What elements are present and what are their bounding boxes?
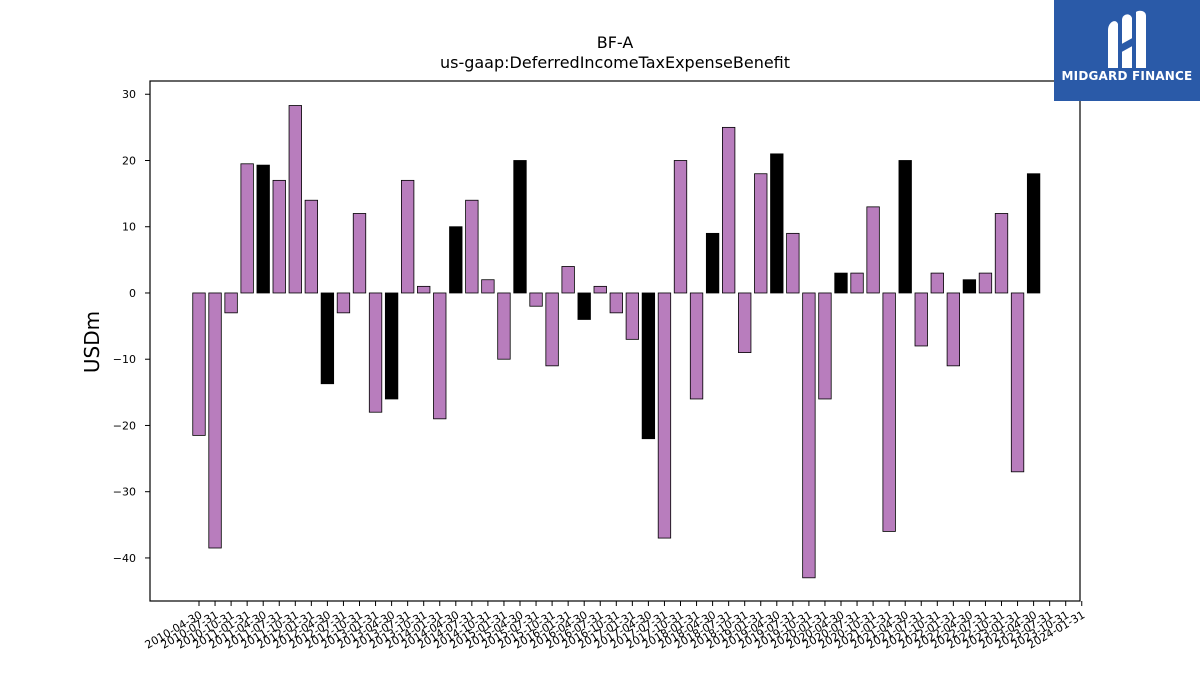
bar-2013-07-31 — [400, 179, 415, 294]
bar-2023-04-30 — [1026, 173, 1041, 294]
plot-frame — [149, 80, 1081, 602]
bar-2016-04-30 — [577, 292, 591, 320]
bars-group — [192, 105, 1041, 579]
logo-mark-icon — [1108, 10, 1146, 68]
bar-2022-01-31 — [946, 292, 960, 367]
bar-2012-10-31 — [352, 213, 367, 294]
bar-2011-01-31 — [240, 163, 254, 294]
bar-2018-01-31 — [689, 292, 704, 400]
bar-2021-10-31 — [930, 272, 944, 294]
bar-2019-10-31 — [802, 292, 816, 579]
bar-2017-01-31 — [625, 292, 639, 340]
logo-text: MIDGARD FINANCE — [1061, 69, 1193, 83]
bar-2022-04-30 — [962, 279, 977, 294]
bar-2019-04-30 — [770, 153, 784, 294]
y-tick-label: 0 — [129, 287, 136, 300]
bar-2014-10-31 — [481, 279, 495, 294]
y-tick-label: 30 — [122, 88, 136, 101]
chart-subtitle: us-gaap:DeferredIncomeTaxExpenseBenefit — [440, 53, 790, 72]
chart-title: BF-A — [597, 33, 634, 52]
bar-2013-01-31 — [368, 292, 383, 413]
y-tick-label: 10 — [122, 221, 136, 234]
x-axis: 2010-04-302010-07-312010-10-312011-01-31… — [143, 601, 1087, 652]
bar-2016-01-31 — [561, 266, 575, 294]
bar-2013-04-30 — [384, 292, 399, 400]
bar-2018-07-31 — [722, 126, 736, 294]
brand-logo: MIDGARD FINANCE — [1054, 0, 1200, 101]
bar-2020-10-31 — [866, 206, 880, 294]
bar-2020-07-31 — [850, 272, 864, 294]
bar-2010-07-31 — [208, 292, 222, 549]
bar-2011-04-30 — [256, 164, 270, 294]
bar-2019-01-31 — [754, 173, 768, 294]
bar-2017-04-30 — [641, 292, 656, 440]
y-tick-label: −30 — [113, 486, 136, 499]
y-tick-label: 20 — [122, 154, 136, 167]
bar-2011-07-31 — [272, 179, 286, 294]
bar-2010-04-30 — [192, 292, 206, 436]
bar-2019-07-31 — [786, 232, 800, 294]
bar-2014-01-31 — [433, 292, 447, 420]
y-tick-label: −40 — [113, 552, 136, 565]
bar-2018-10-31 — [738, 292, 752, 353]
bar-2015-10-31 — [545, 292, 559, 367]
bar-2016-07-31 — [593, 285, 607, 294]
bar-2014-04-30 — [449, 226, 463, 294]
bar-2017-07-31 — [657, 292, 672, 539]
bar-2021-04-30 — [898, 160, 912, 294]
bar-2018-04-30 — [705, 232, 720, 294]
bar-2012-04-30 — [320, 292, 335, 385]
y-axis-label: USDm — [80, 311, 104, 373]
y-axis: 30 20 10 0 −10 −20 −30 −40 — [113, 88, 150, 565]
bar-2015-04-30 — [513, 160, 527, 294]
bar-2023-01-31 — [1010, 292, 1025, 473]
bar-2014-07-31 — [465, 199, 479, 294]
bar-2012-01-31 — [304, 199, 319, 294]
bar-2022-07-31 — [978, 272, 993, 294]
bar-2020-01-31 — [818, 292, 832, 400]
bar-2011-10-31 — [288, 105, 302, 294]
bar-2015-01-31 — [497, 292, 511, 360]
y-tick-label: −10 — [113, 353, 136, 366]
bar-2017-10-31 — [673, 160, 688, 294]
bar-2010-10-31 — [224, 292, 238, 314]
bar-2020-04-30 — [834, 272, 848, 294]
bar-2015-07-31 — [529, 292, 543, 307]
y-tick-label: −20 — [113, 419, 136, 432]
bar-2012-07-31 — [336, 292, 351, 314]
bar-2013-10-31 — [417, 285, 431, 294]
bar-2022-10-31 — [994, 213, 1009, 294]
bar-2021-01-31 — [882, 292, 896, 532]
bar-2021-07-31 — [914, 292, 928, 347]
bar-2016-10-31 — [609, 292, 623, 314]
